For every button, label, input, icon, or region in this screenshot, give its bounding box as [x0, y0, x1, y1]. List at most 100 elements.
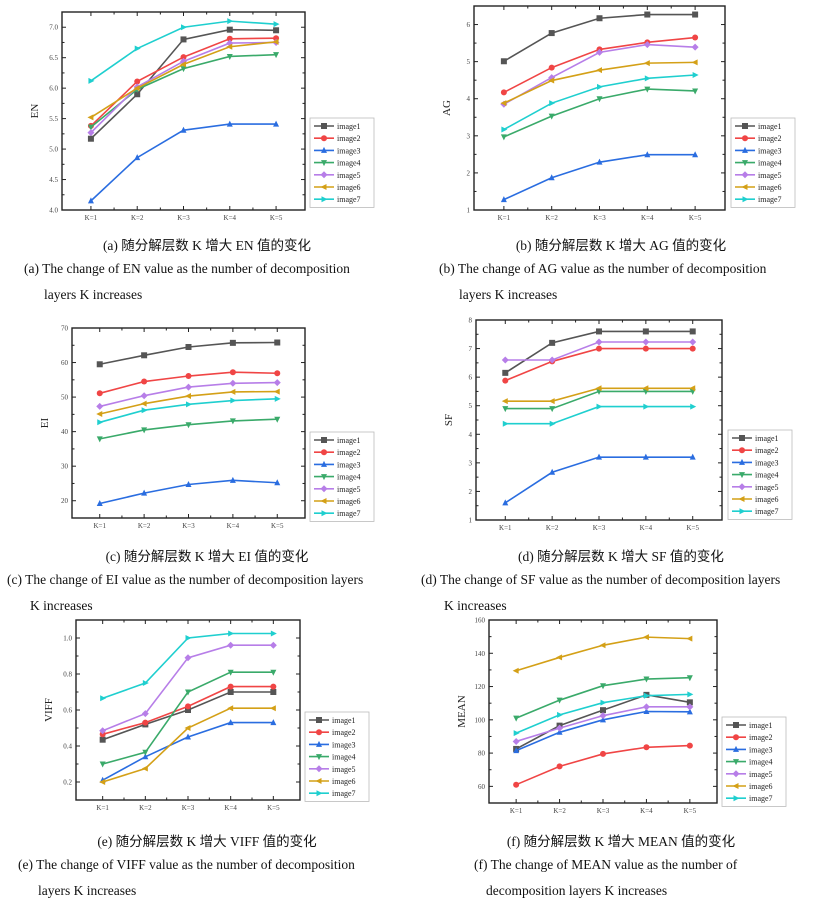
legend-marker-image6 [320, 498, 327, 504]
legend-item-image2: image2 [732, 446, 779, 455]
data-point-image2 [548, 64, 555, 71]
data-point-image7 [141, 407, 148, 414]
data-point-image6 [227, 705, 234, 712]
data-point-image6 [269, 705, 276, 712]
data-point-image7 [502, 420, 509, 427]
series-image4 [96, 416, 281, 443]
series-line-image6 [102, 707, 274, 783]
data-point-image2 [500, 89, 507, 96]
series-line-image3 [504, 456, 693, 504]
caption-en-f-line1: (f) The change of MEAN value as the numb… [474, 857, 738, 872]
series-image1 [87, 26, 280, 142]
y-tick-label: 5.0 [49, 146, 58, 154]
data-point-image2 [274, 370, 281, 377]
series-line-image1 [90, 28, 277, 140]
data-point-image7 [692, 71, 699, 78]
data-point-image4 [142, 749, 149, 756]
data-point-image5 [556, 724, 564, 732]
data-point-image4 [270, 669, 277, 676]
x-tick-label: K=2 [139, 804, 152, 812]
legend-label: image7 [755, 507, 779, 516]
data-point-image4 [227, 669, 234, 676]
data-point-image7 [274, 395, 281, 402]
data-point-image3 [600, 716, 606, 723]
legend-label: image2 [749, 733, 773, 742]
data-point-image3 [274, 479, 281, 486]
x-tick-label: K=3 [182, 522, 195, 530]
data-point-image3 [270, 719, 277, 726]
data-point-image4 [549, 406, 556, 413]
data-point-image2 [642, 345, 649, 352]
caption-en-c-line1: (c) The change of EI value as the number… [7, 572, 364, 587]
series-image3 [500, 151, 699, 203]
x-tick-label: K=4 [227, 522, 240, 530]
legend-label: image4 [755, 471, 779, 480]
data-point-image6 [180, 61, 186, 68]
caption-en-c-line2: K increases [30, 598, 93, 613]
data-point-image4 [600, 683, 606, 690]
series-image7 [501, 71, 699, 133]
data-point-image5 [501, 356, 509, 364]
series-image3 [502, 453, 696, 506]
data-point-image3 [596, 158, 603, 165]
legend-marker-image2 [321, 449, 327, 456]
legend-marker-image7 [742, 196, 749, 203]
legend-marker-image7 [733, 795, 740, 802]
data-point-image1 [689, 328, 696, 335]
legend-marker-image1 [733, 722, 739, 728]
data-point-image3 [513, 747, 520, 754]
x-tick-label: K=4 [640, 524, 653, 532]
legend-item-image1: image1 [314, 122, 361, 131]
data-point-image7 [88, 77, 95, 84]
data-point-image2 [229, 369, 236, 376]
legend-item-image1: image1 [314, 436, 361, 445]
legend-marker-image4 [321, 474, 327, 481]
data-point-image4 [548, 113, 555, 120]
series-image6 [87, 38, 279, 121]
legend: image1 image2 image3 image4 image5 image6 imag… [304, 711, 370, 802]
data-point-image3 [644, 151, 651, 158]
data-point-image6 [556, 654, 563, 661]
series-line-image1 [504, 330, 693, 374]
data-point-image6 [273, 388, 280, 395]
data-point-image1 [226, 26, 233, 33]
data-point-image2 [596, 345, 602, 352]
legend-item-image7: image7 [309, 789, 356, 798]
data-point-image1 [596, 15, 603, 22]
data-point-image7 [134, 45, 141, 52]
data-point-image4 [692, 88, 699, 95]
panel-f: 60 80 100 120 140 160 K=1 K=2 K=3 K=4 K=5 MEAN image… [414, 615, 828, 903]
legend-item-image7: image7 [735, 195, 782, 204]
legend-marker-image1 [742, 123, 748, 129]
data-point-image5 [180, 57, 187, 65]
y-tick-label: 5 [467, 58, 471, 66]
y-tick-label: 0.6 [63, 707, 72, 715]
legend-item-image4: image4 [726, 758, 773, 767]
legend: image1 image2 image3 image4 image5 image6 imag… [721, 716, 787, 807]
series-line-image7 [503, 74, 696, 131]
y-tick-label: 160 [475, 617, 486, 625]
data-point-image3 [96, 499, 103, 506]
data-point-image4 [643, 676, 650, 683]
data-point-image4 [96, 436, 103, 443]
data-point-image1 [87, 135, 94, 142]
legend: image1 image2 image3 image4 image5 image6 imag… [309, 431, 375, 522]
data-point-image6 [686, 635, 693, 642]
data-point-image1 [141, 352, 148, 359]
legend-label: image5 [337, 171, 361, 180]
data-point-image4 [502, 406, 509, 413]
data-point-image4 [644, 86, 651, 93]
x-tick-label: K=3 [182, 804, 195, 812]
legend-label: image2 [337, 448, 361, 457]
data-point-image5 [691, 43, 699, 51]
data-point-image2 [227, 683, 234, 690]
legend-item-image7: image7 [726, 794, 773, 803]
data-point-image7 [100, 695, 107, 702]
data-point-image5 [99, 727, 107, 735]
y-tick-label: 8 [469, 317, 473, 325]
data-point-image5 [184, 654, 192, 662]
data-point-image1 [185, 707, 191, 713]
x-tick-label: K=4 [224, 804, 237, 812]
legend-marker-image2 [316, 729, 322, 736]
